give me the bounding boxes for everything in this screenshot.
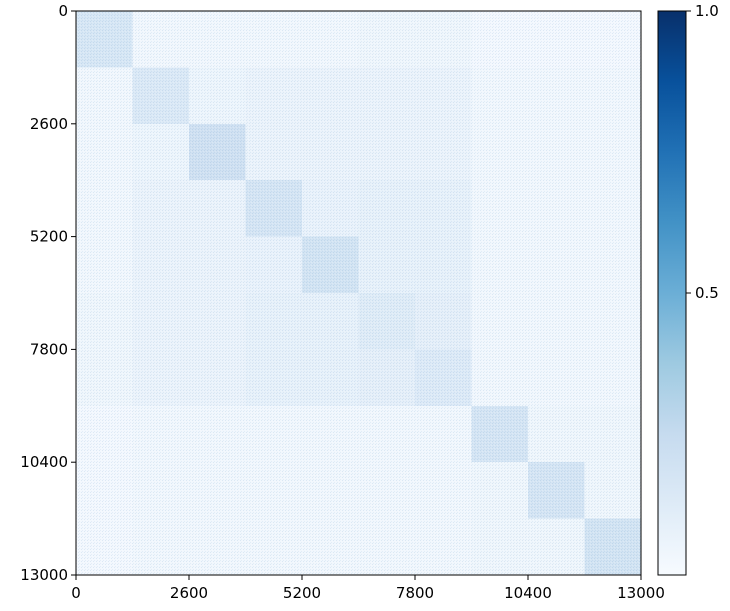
x-tick-label: 2600: [170, 584, 208, 602]
colorbar-tick-label: 1.0: [695, 2, 719, 20]
heatmap-texture: [76, 11, 641, 575]
x-tick-label: 0: [71, 584, 81, 602]
y-tick-label: 2600: [30, 115, 68, 133]
colorbar: [658, 11, 686, 575]
y-tick-label: 7800: [30, 340, 68, 358]
x-tick-label: 13000: [617, 584, 665, 602]
x-tick-label: 5200: [283, 584, 321, 602]
y-tick-label: 13000: [20, 566, 68, 584]
plot-frame: [75, 10, 642, 576]
y-tick-label: 10400: [20, 453, 68, 471]
x-axis: 0 2600 5200 7800 10400 13000: [71, 575, 665, 602]
y-axis: 0 2600 5200 7800 10400 13000: [20, 2, 76, 584]
x-tick-label: 10400: [504, 584, 552, 602]
x-tick-label: 7800: [396, 584, 434, 602]
y-tick-label: 5200: [30, 228, 68, 246]
y-tick-label: 0: [58, 2, 68, 20]
colorbar-tick-label: 0.5: [695, 284, 719, 302]
colorbar-axis: 0.5 1.0: [686, 2, 719, 302]
